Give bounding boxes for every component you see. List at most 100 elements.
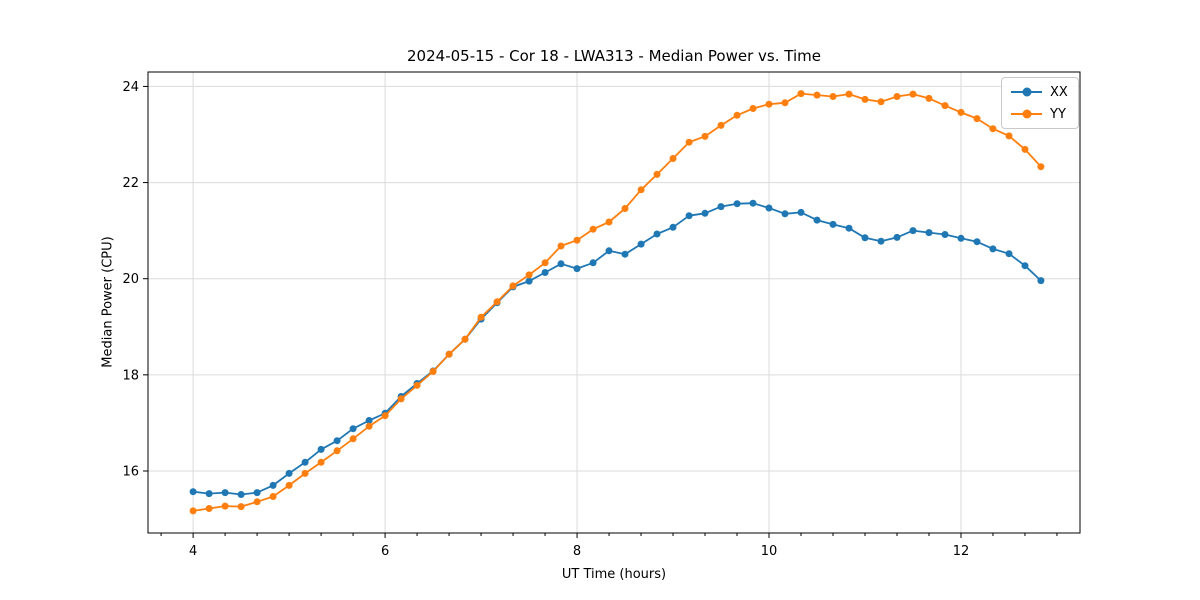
- data-point: [669, 223, 677, 231]
- data-point: [829, 93, 837, 100]
- data-point: [253, 489, 261, 497]
- data-point: [589, 225, 597, 233]
- data-point: [749, 105, 757, 112]
- data-point: [189, 507, 197, 515]
- data-point: [861, 234, 869, 242]
- data-point: [925, 94, 933, 102]
- data-point: [925, 229, 933, 237]
- data-point: [589, 259, 597, 267]
- data-point: [381, 412, 389, 420]
- data-point: [525, 271, 533, 279]
- x-tick-labels: 4 6 8 10 12: [189, 544, 969, 559]
- tick-marks: [143, 85, 1058, 538]
- legend-line-marker-sample: [1011, 109, 1042, 119]
- data-point: [829, 220, 837, 228]
- data-point: [717, 121, 725, 129]
- data-point: [573, 236, 581, 244]
- data-point: [525, 277, 533, 285]
- data-point: [909, 227, 917, 235]
- data-point: [349, 435, 357, 443]
- y-tick-label: 20: [122, 272, 139, 287]
- data-point: [237, 503, 245, 511]
- data-point: [349, 425, 357, 433]
- y-tick-label: 16: [122, 464, 139, 479]
- data-point: [477, 313, 485, 321]
- data-point: [301, 458, 309, 466]
- data-point: [797, 90, 805, 98]
- legend-item-yy: YY: [1011, 105, 1068, 123]
- legend-line-marker-sample: [1011, 87, 1042, 97]
- data-point: [701, 132, 709, 140]
- data-point: [717, 203, 725, 211]
- data-point: [989, 125, 997, 133]
- data-point: [1021, 262, 1029, 270]
- data-point: [781, 99, 789, 107]
- y-tick-label: 22: [122, 176, 139, 191]
- data-point: [301, 469, 309, 477]
- chart-title: 2024-05-15 - Cor 18 - LWA313 - Median Po…: [407, 47, 821, 65]
- data-point: [653, 170, 661, 178]
- data-point: [1037, 163, 1045, 171]
- data-point: [621, 205, 629, 212]
- data-point: [605, 247, 613, 255]
- legend-label: YY: [1050, 106, 1066, 122]
- data-point: [941, 231, 949, 238]
- data-point: [461, 335, 469, 343]
- data-point: [637, 186, 645, 194]
- data-point: [733, 200, 741, 208]
- data-point: [605, 218, 613, 226]
- data-point: [765, 204, 773, 212]
- data-point: [557, 242, 565, 250]
- data-point: [397, 395, 405, 403]
- data-point: [573, 265, 581, 273]
- data-point: [269, 493, 277, 500]
- data-point: [813, 91, 821, 99]
- data-point: [333, 437, 341, 445]
- data-point: [1037, 277, 1045, 285]
- data-point: [541, 269, 549, 276]
- series-YY-markers: [189, 90, 1045, 515]
- data-point: [493, 298, 501, 306]
- data-point: [413, 381, 421, 389]
- data-point: [941, 102, 949, 110]
- data-point: [253, 498, 261, 506]
- data-point: [365, 417, 373, 424]
- data-point: [237, 491, 245, 498]
- data-point: [509, 282, 517, 290]
- data-point: [669, 155, 677, 162]
- legend-item-xx: XX: [1011, 83, 1068, 101]
- legend-marker-dot: [1022, 87, 1031, 97]
- data-point: [557, 260, 565, 268]
- data-point: [269, 481, 277, 489]
- data-point: [1021, 145, 1029, 153]
- data-point: [205, 490, 213, 498]
- data-point: [797, 208, 805, 216]
- data-point: [285, 469, 293, 477]
- data-point: [765, 100, 773, 108]
- x-tick-label: 4: [189, 544, 197, 559]
- data-point: [957, 234, 965, 242]
- y-tick-label: 24: [122, 80, 139, 95]
- data-point: [685, 212, 693, 220]
- data-point: [365, 422, 373, 430]
- data-point: [445, 350, 453, 358]
- y-tick-label: 18: [122, 368, 139, 383]
- data-point: [221, 502, 229, 510]
- x-tick-label: 10: [761, 544, 778, 559]
- data-point: [1005, 250, 1013, 258]
- data-point: [701, 209, 709, 217]
- x-tick-label: 6: [381, 544, 389, 559]
- data-point: [861, 95, 869, 103]
- data-point: [541, 259, 549, 267]
- y-tick-labels: 16 18 20 22 24: [122, 80, 139, 480]
- data-point: [989, 245, 997, 253]
- data-point: [429, 368, 437, 375]
- data-point: [893, 233, 901, 241]
- legend-marker-dot: [1022, 109, 1031, 119]
- legend-label: XX: [1050, 84, 1068, 100]
- x-axis-label: UT Time (hours): [561, 567, 667, 582]
- legend: XX YY: [1001, 77, 1079, 129]
- data-point: [333, 447, 341, 455]
